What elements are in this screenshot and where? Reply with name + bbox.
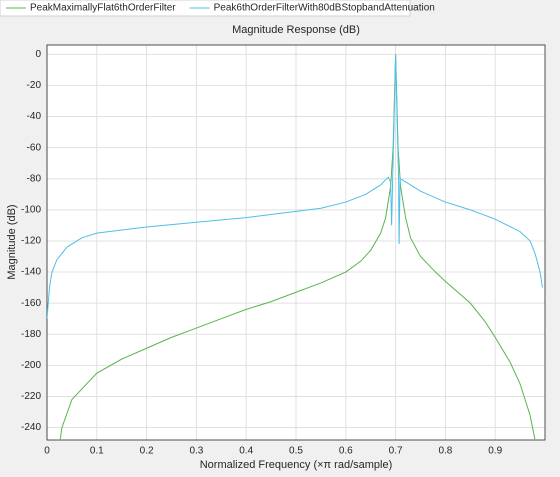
y-tick-label: -240 [21, 422, 41, 433]
x-tick-label: 0.1 [90, 446, 104, 457]
y-tick-label: -20 [27, 80, 42, 91]
chart-title: Magnitude Response (dB) [232, 24, 360, 36]
y-tick-label: -200 [21, 360, 41, 371]
y-tick-label: -160 [21, 298, 41, 309]
x-tick-label: 0.9 [488, 446, 502, 457]
y-axis-label: Magnitude (dB) [6, 204, 18, 279]
y-tick-label: 0 [35, 49, 41, 60]
x-tick-label: 0.8 [438, 446, 452, 457]
line [47, 54, 544, 319]
line [59, 54, 536, 440]
x-tick-label: 0.6 [339, 446, 353, 457]
x-axis-label: Normalized Frequency (×π rad/sample) [200, 459, 393, 471]
y-tick-label: -100 [21, 204, 41, 215]
x-tick-label: 0.3 [189, 446, 203, 457]
y-tick-label: -80 [27, 173, 42, 184]
y-tick-label: -120 [21, 236, 41, 247]
x-tick-label: 0.5 [289, 446, 303, 457]
series-group [47, 54, 544, 319]
y-tick-label: -180 [21, 329, 41, 340]
x-tick-label: 0.4 [239, 446, 253, 457]
y-tick-label: -220 [21, 391, 41, 402]
y-tick-label: -40 [27, 111, 42, 122]
y-tick-label: -140 [21, 267, 41, 278]
series-group [59, 54, 536, 440]
legend-label: PeakMaximallyFlat6thOrderFilter [30, 3, 176, 14]
x-tick-label: 0 [44, 446, 50, 457]
x-tick-label: 0.7 [389, 446, 403, 457]
axes-box [46, 44, 546, 441]
x-tick-label: 0.2 [140, 446, 154, 457]
legend-label: Peak6thOrderFilterWith80dBStopbandAttenu… [214, 3, 435, 14]
y-tick-label: -60 [27, 142, 42, 153]
